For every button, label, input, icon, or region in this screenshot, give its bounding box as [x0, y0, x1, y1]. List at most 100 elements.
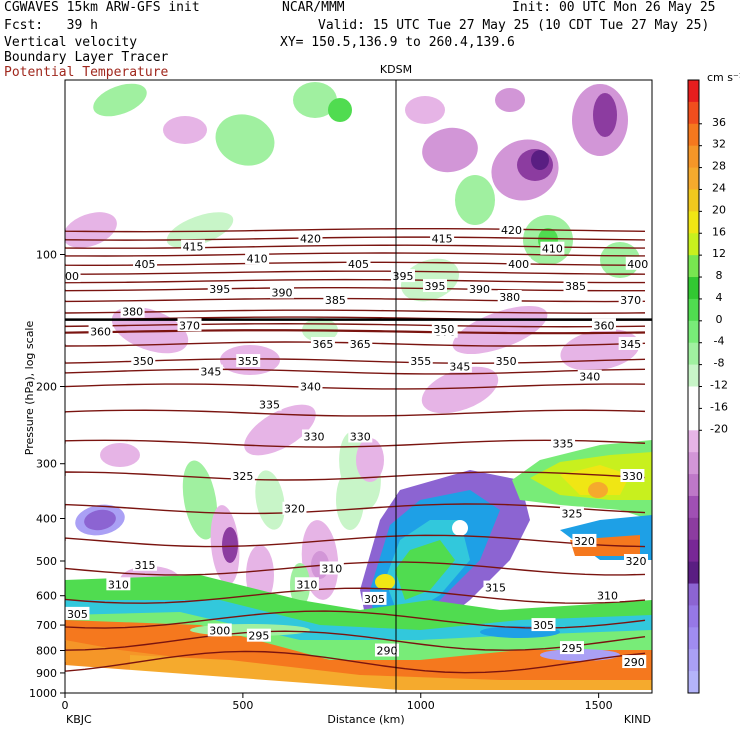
- theta-label-bg: [236, 354, 261, 368]
- theta-label-bg: [133, 256, 158, 270]
- theta-contour: [65, 409, 646, 417]
- velocity-cell: [255, 470, 285, 530]
- theta-label-bg: [494, 354, 519, 368]
- theta-label: 420: [300, 233, 321, 246]
- x-tick-label: 0: [62, 699, 69, 712]
- theta-label-bg: [245, 251, 270, 265]
- theta-label-bg: [348, 337, 373, 351]
- velocity-cell: [452, 305, 548, 355]
- theta-label-bg: [447, 359, 472, 373]
- theta-contour: [65, 278, 646, 284]
- theta-label: 350: [433, 323, 454, 336]
- theta-contour: [65, 323, 646, 328]
- theta-label: 350: [133, 355, 154, 368]
- forecast-hour: Fcst: 39 h: [4, 18, 98, 33]
- xy-coordinates: XY= 150.5,136.9 to 260.4,139.6: [280, 35, 515, 50]
- velocity-cell: [65, 212, 117, 248]
- theta-label-bg: [270, 285, 295, 299]
- theta-label-bg: [390, 269, 415, 283]
- colorbar-swatch: [688, 320, 699, 344]
- theta-label-bg: [408, 354, 433, 368]
- x-tick-label: 1500: [585, 699, 613, 712]
- theta-label: 345: [200, 366, 221, 379]
- velocity-cell: [328, 98, 352, 122]
- velocity-region: [65, 665, 652, 693]
- theta-label-bg: [362, 591, 387, 605]
- kdsm-label: KDSM: [380, 63, 412, 76]
- colorbar-tick-label: 36: [712, 116, 726, 129]
- theta-label: 295: [561, 642, 582, 655]
- theta-contour: [65, 287, 646, 292]
- colorbar-swatch: [688, 539, 699, 563]
- colorbar-swatch: [688, 189, 699, 212]
- theta-label: 415: [432, 233, 453, 246]
- theta-label: 410: [247, 252, 268, 265]
- right-endpoint-label: KIND: [624, 713, 651, 726]
- theta-label: 350: [496, 355, 517, 368]
- theta-label: 330: [304, 430, 325, 443]
- velocity-cell: [222, 527, 238, 563]
- theta-contour: [65, 471, 646, 481]
- theta-label-bg: [620, 469, 645, 483]
- theta-label: 340: [579, 371, 600, 384]
- colorbar-swatch: [688, 561, 699, 585]
- theta-label: 405: [348, 258, 369, 271]
- theta-label: 420: [501, 224, 522, 237]
- theta-label: 390: [469, 283, 490, 296]
- theta-label: 335: [553, 438, 574, 451]
- colorbar-swatch: [688, 123, 699, 147]
- velocity-cell: [100, 443, 140, 467]
- theta-label: 330: [622, 470, 643, 483]
- theta-label-bg: [230, 469, 255, 483]
- theta-label: 295: [248, 630, 269, 643]
- velocity-cell: [336, 470, 364, 530]
- velocity-cell: [375, 574, 395, 590]
- theta-label: 355: [238, 355, 259, 368]
- theta-label: 305: [364, 593, 385, 606]
- theta-label-bg: [622, 655, 647, 669]
- velocity-cell: [244, 404, 316, 456]
- theta-label-bg: [499, 223, 524, 237]
- model-title: CGWAVES 15km ARW-GFS init: [4, 0, 200, 15]
- theta-label-bg: [65, 606, 90, 620]
- init-time: Init: 00 UTC Mon 26 May 25: [512, 0, 716, 15]
- theta-contour: [65, 252, 646, 257]
- theta-label-bg: [559, 506, 584, 520]
- colorbar-swatch: [688, 627, 699, 650]
- theta-label: 320: [625, 555, 646, 568]
- theta-label-bg: [177, 318, 202, 332]
- theta-contour: [65, 309, 646, 314]
- theta-label-bg: [591, 318, 616, 332]
- potential-temperature-contours: 305 315 310 300 295 310 305 290 310 315 305 295 290 3…: [65, 223, 652, 674]
- colorbar-swatch: [688, 495, 699, 519]
- colorbar-tick-label: 16: [712, 225, 726, 238]
- theta-label: 380: [122, 306, 143, 319]
- theta-contour: [65, 329, 646, 335]
- theta-label-bg: [551, 436, 576, 450]
- theta-label-bg: [563, 279, 588, 293]
- theta-label: 385: [565, 280, 586, 293]
- theta-label-bg: [294, 577, 319, 591]
- velocity-cell: [93, 83, 147, 117]
- theta-label-bg: [346, 256, 371, 270]
- y-tick-label: 300: [36, 458, 57, 471]
- theta-contour: [65, 270, 646, 275]
- colorbar-tick-label: 12: [712, 247, 726, 260]
- theta-label: 410: [542, 243, 563, 256]
- theta-label: 335: [259, 399, 280, 412]
- y-tick-label: 500: [36, 555, 57, 568]
- theta-label: 340: [300, 381, 321, 394]
- colorbar-tick-label: -16: [710, 400, 728, 413]
- y-tick-label: 700: [36, 619, 57, 632]
- velocity-cell: [422, 127, 478, 173]
- theta-label: 365: [312, 338, 333, 351]
- colorbar: 36 32 28 24 20 16 12 8 4 0 -4 -8 -12 -16 -20: [687, 79, 728, 694]
- velocity-cell: [531, 150, 549, 170]
- theta-label-bg: [198, 364, 223, 378]
- theta-label-bg: [131, 354, 156, 368]
- theta-label-bg: [374, 643, 399, 657]
- theta-contour: [65, 561, 646, 576]
- velocity-cell: [452, 520, 468, 536]
- colorbar-swatch: [688, 517, 699, 541]
